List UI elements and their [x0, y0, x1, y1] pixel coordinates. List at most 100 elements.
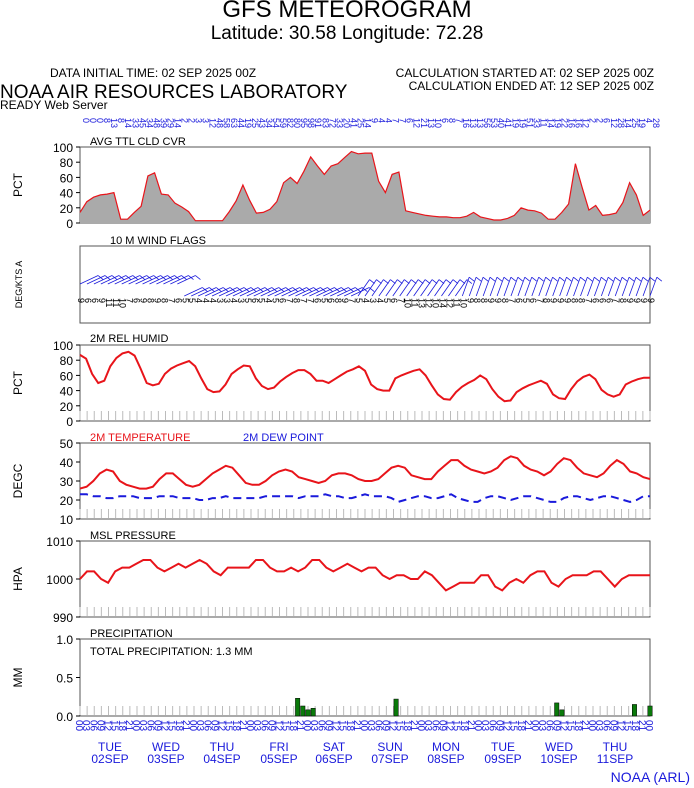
- wind-barb: [302, 287, 321, 297]
- wind-barb: [538, 277, 546, 297]
- cloud-top-label: 40: [496, 118, 506, 128]
- calc-started: CALCULATION STARTED AT: 02 SEP 2025 00Z: [395, 66, 654, 80]
- wind-barb: [309, 287, 328, 297]
- wind-barb-flag: [482, 276, 489, 282]
- day-of-week-label: SAT: [323, 740, 346, 754]
- y-tick-label: 40: [60, 187, 74, 201]
- x-hour-label: 15: [337, 720, 348, 732]
- x-hour-label: 03: [536, 720, 547, 732]
- cloud-line: [79, 150, 651, 222]
- cloud-top-label: 72: [327, 118, 337, 128]
- x-hour-label: 18: [230, 720, 241, 732]
- wind-barb-flag: [489, 276, 496, 282]
- panel-frame: [79, 245, 651, 324]
- day-of-week-label: TUE: [491, 740, 515, 754]
- cloud-top-label: 14: [545, 118, 555, 128]
- cloud-top-label: 33: [531, 118, 541, 128]
- wind-barb: [524, 277, 533, 297]
- wind-speed-label: 9: [493, 298, 503, 303]
- cloud-top-label: 20: [341, 118, 351, 128]
- cloud-top-label: 14: [172, 118, 182, 128]
- cloud-top-label: 16: [574, 118, 584, 128]
- wind-speed-label: 10: [458, 298, 468, 308]
- cloud-top-label: 56: [482, 118, 492, 128]
- cloud-top-label: 12: [412, 118, 422, 128]
- x-hour-label: 12: [387, 720, 398, 732]
- wind-barb: [427, 279, 440, 297]
- cloud-top-label: 43: [257, 118, 267, 128]
- cloud-top-label: 19: [517, 118, 527, 128]
- wind-speed-label: 7: [347, 298, 357, 303]
- x-hour-label: 12: [615, 720, 626, 732]
- cloud-top-label: 3: [194, 118, 204, 123]
- cloud-top-label: 48: [151, 118, 161, 128]
- wind-barb: [600, 277, 609, 297]
- wind-barb: [392, 279, 405, 297]
- wind-speed-label: 7: [125, 298, 135, 303]
- wind-barb: [552, 277, 560, 297]
- day-date-label: 02SEP: [91, 752, 128, 766]
- wind-speed-label: 7: [305, 298, 315, 303]
- cloud-top-label: 91: [313, 118, 323, 128]
- wind-barb: [434, 279, 447, 297]
- wind-speed-label: 7: [583, 298, 593, 303]
- x-hour-label: 09: [607, 720, 618, 732]
- wind-barb: [364, 279, 377, 297]
- cloud-top-label: 48: [215, 118, 225, 128]
- wind-barb: [170, 275, 189, 285]
- wind-speed-label: 6: [389, 298, 399, 303]
- day-date-label: 05SEP: [260, 752, 297, 766]
- wind-speed-label: 11: [104, 298, 114, 307]
- cloud-top-label: 29: [165, 118, 175, 128]
- page-title: GFS METEOROGRAM: [222, 0, 472, 23]
- wind-speed-label: 8: [618, 298, 628, 303]
- cloud-top-label: 19: [510, 118, 520, 128]
- wind-barb: [218, 287, 238, 297]
- wind-speed-label: 5: [319, 298, 329, 303]
- wind-speed-label: 6: [312, 298, 322, 303]
- wind-speed-label: 7: [507, 298, 517, 303]
- wind-barb: [350, 287, 370, 297]
- wind-barb-flag: [503, 276, 510, 282]
- wind-barb: [114, 275, 134, 285]
- wind-speed-label: 11: [451, 298, 461, 307]
- wind-speed-label: 5: [243, 298, 253, 303]
- pressure-line: [79, 558, 650, 592]
- wind-speed-label: 6: [597, 298, 607, 303]
- wind-speed-label: 11: [410, 298, 420, 307]
- wind-barb: [406, 279, 419, 297]
- wind-barb: [594, 277, 602, 297]
- x-hour-label: 06: [87, 720, 98, 732]
- wind-speed-label: 10: [431, 298, 441, 308]
- wind-speed-label: 3: [215, 298, 225, 303]
- cloud-top-label: 12: [609, 118, 619, 128]
- y-tick-label: 50: [60, 437, 74, 451]
- wind-barb: [191, 287, 210, 297]
- wind-barb: [79, 275, 99, 285]
- wind-speed-label: 7: [396, 298, 406, 303]
- panel-title-pressure: MSL PRESSURE: [90, 530, 176, 542]
- cloud-top-label: 21: [419, 118, 429, 128]
- cloud-top-label: 33: [130, 118, 140, 128]
- x-hour-label: 18: [515, 720, 526, 732]
- wind-speed-label: 6: [132, 298, 142, 303]
- wind-barb: [343, 287, 363, 297]
- x-hour-label: 09: [265, 720, 276, 732]
- x-hour-label: 18: [401, 720, 412, 732]
- wind-speed-label: 9: [639, 298, 649, 303]
- cloud-top-label: 6: [602, 118, 612, 123]
- wind-barb: [281, 287, 300, 297]
- wind-speed-label: 9: [556, 298, 566, 303]
- cloud-top-label: 14: [623, 118, 633, 128]
- wind-barb-flag: [524, 276, 531, 282]
- cloud-top-label: 19: [243, 118, 253, 128]
- wind-barb: [385, 279, 398, 297]
- cloud-top-label: 0: [88, 118, 98, 123]
- wind-barb: [107, 275, 127, 285]
- precip-bar: [647, 705, 653, 717]
- wind-barb: [260, 287, 280, 297]
- cloud-top-label: 25: [355, 118, 365, 128]
- precip-bar: [632, 704, 637, 717]
- wind-barb-flag: [600, 276, 607, 282]
- x-hour-label: 06: [429, 720, 440, 732]
